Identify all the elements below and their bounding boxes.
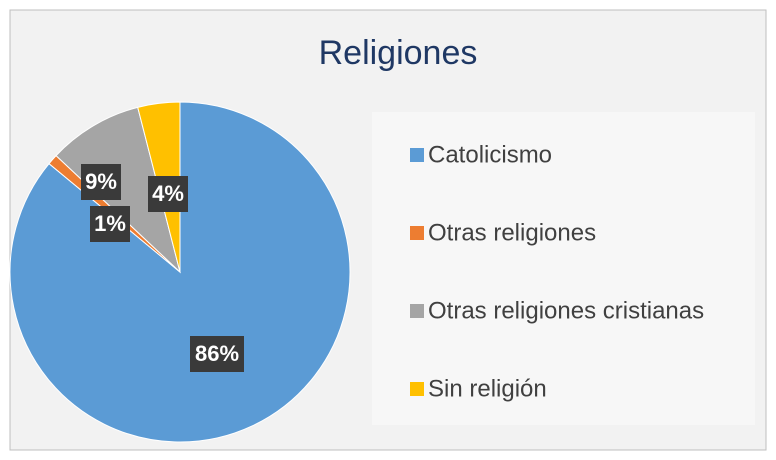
data-label: 86%	[195, 341, 239, 366]
legend-swatch	[410, 304, 424, 318]
legend-label: Sin religión	[428, 375, 547, 402]
legend-label: Otras religiones cristianas	[428, 297, 704, 324]
data-label: 9%	[85, 169, 117, 194]
chart-title: Religiones	[319, 34, 478, 72]
legend-swatch	[410, 382, 424, 396]
legend-swatch	[410, 148, 424, 162]
data-label-box	[81, 164, 121, 200]
pie-slice	[9, 101, 351, 443]
legend-label: Otras religiones	[428, 219, 596, 246]
data-label-box	[90, 206, 130, 242]
legend-label: Catolicismo	[428, 141, 552, 168]
data-label-box	[148, 176, 188, 212]
legend-box	[372, 112, 755, 425]
legend-swatch	[410, 226, 424, 240]
data-label: 4%	[152, 181, 184, 206]
data-label: 1%	[94, 211, 126, 236]
data-label-box	[190, 336, 244, 372]
